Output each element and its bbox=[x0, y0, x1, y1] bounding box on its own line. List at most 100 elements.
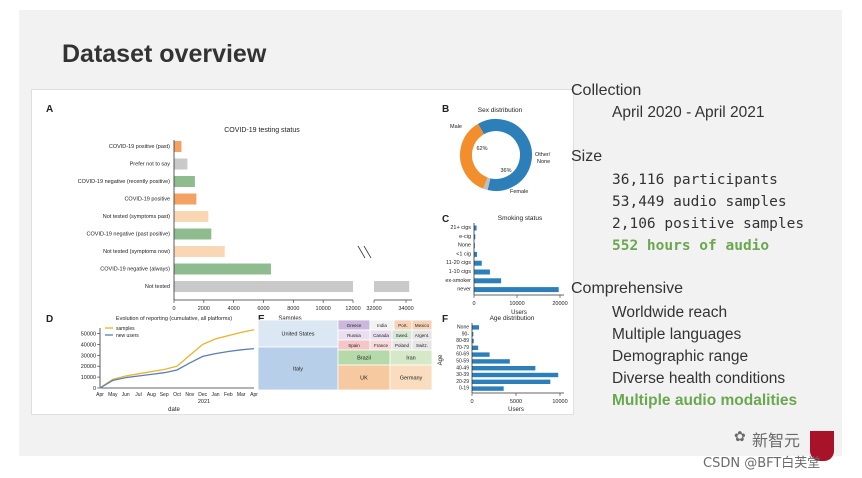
collection-dates: April 2020 - April 2021 bbox=[612, 104, 765, 121]
panel-e-cell-label: Russia bbox=[347, 333, 361, 338]
panel-c-category-label: 11-20 cigs bbox=[446, 260, 471, 266]
panel-a-bar bbox=[174, 281, 353, 292]
panel-d-letter: D bbox=[46, 314, 53, 325]
wechat-watermark: 新智元 bbox=[752, 431, 801, 450]
panel-a-category-label: COVID-19 positive bbox=[124, 197, 170, 203]
panel-a-category-label: COVID-19 negative (recently positive) bbox=[78, 179, 170, 185]
panel-a-bar bbox=[174, 158, 188, 170]
panel-a-x-label: Samples bbox=[278, 316, 301, 322]
panel-c-category-label: 1-10 cigs bbox=[449, 269, 472, 275]
panel-e-cell-label: Brazil bbox=[357, 356, 371, 362]
panel-c-category-label: e-cig bbox=[459, 234, 471, 240]
panel-c-tick-label: 0 bbox=[472, 301, 475, 307]
panel-f-category-label: 60-69 bbox=[456, 352, 469, 358]
panel-f-bar bbox=[472, 359, 510, 364]
panel-e-cell-label: Poland bbox=[395, 343, 410, 348]
panel-e-cell-label: Iran bbox=[406, 356, 415, 362]
panel-d-x-tick-label: Dec bbox=[198, 392, 207, 398]
panel-a-bar bbox=[174, 211, 209, 222]
panel-c-category-label: None bbox=[458, 243, 471, 249]
panel-e-cell bbox=[389, 364, 433, 391]
wechat-icon: ✿ bbox=[734, 429, 746, 445]
panel-c-title: Smoking status bbox=[498, 215, 543, 222]
panel-c-bar bbox=[474, 260, 482, 266]
panel-c-bar bbox=[474, 225, 477, 231]
panel-f-letter: F bbox=[442, 314, 448, 325]
panel-c-bar bbox=[474, 287, 559, 293]
panel-b-label-male: Male bbox=[450, 124, 462, 130]
panel-d-x-tick-label: Mar bbox=[237, 392, 246, 398]
panel-e-cell-label: Argent. bbox=[415, 333, 430, 338]
panel-e-cell-label: Italy bbox=[293, 367, 303, 373]
panel-d-samples-line bbox=[99, 329, 255, 389]
panel-a-category-label: COVID-19 negative (always) bbox=[100, 267, 170, 273]
panel-b-pct-male: 62% bbox=[476, 146, 487, 152]
panel-e-cell-label: Germany bbox=[400, 376, 423, 382]
panel-a-tick-label: 10000 bbox=[316, 306, 331, 312]
panel-a-bar bbox=[174, 246, 225, 257]
panel-b-label-other-2: None bbox=[537, 159, 550, 165]
collection-heading: Collection bbox=[571, 82, 642, 99]
panel-f-category-label: 70-79 bbox=[456, 345, 469, 351]
panel-a-break-mark bbox=[363, 245, 372, 259]
panel-a-tick-label: 6000 bbox=[257, 306, 269, 312]
panel-c-bar bbox=[474, 234, 476, 240]
panel-d-y-tick-label: 30000 bbox=[81, 353, 96, 359]
panel-a-bar-broken bbox=[374, 281, 410, 292]
panel-f-bar bbox=[472, 386, 504, 391]
panel-d-legend-users: new users bbox=[116, 333, 139, 339]
panel-d-legend-samples: samples bbox=[116, 326, 135, 332]
panel-c-bar bbox=[474, 243, 475, 249]
panel-f-bar bbox=[472, 338, 474, 344]
panel-c-bar bbox=[474, 251, 478, 257]
panel-f-category-label: None bbox=[457, 325, 469, 331]
panel-e-cell-label: United States bbox=[281, 332, 314, 338]
panel-a-tick-label: 8000 bbox=[287, 306, 299, 312]
panel-f-tick-label: 0 bbox=[470, 399, 473, 405]
panel-a-category-label: Prefer not to say bbox=[130, 162, 171, 168]
panel-f-bar bbox=[472, 366, 536, 371]
panel-b-label-other: Other/ bbox=[535, 152, 551, 158]
panel-d-users-line bbox=[99, 347, 255, 389]
panel-b-letter: B bbox=[442, 104, 449, 115]
slide: Dataset overview A COVID-19 testing statu… bbox=[19, 10, 842, 456]
panel-f-bar bbox=[472, 372, 559, 378]
panel-d-x-tick-label: Jul bbox=[135, 392, 141, 398]
panel-f-category-label: 0-19 bbox=[459, 386, 469, 392]
panel-d-x-tick-label: Nov bbox=[185, 392, 194, 398]
panel-d-x-tick-label: Jun bbox=[122, 392, 130, 398]
panel-d-x-tick-label: May bbox=[108, 392, 118, 398]
panel-e-cell bbox=[257, 346, 339, 391]
panel-c-bar bbox=[474, 269, 490, 275]
panel-b-label-female: Female bbox=[510, 189, 528, 195]
panel-a-letter: A bbox=[46, 104, 53, 115]
figure-canvas: A COVID-19 testing status COVID-19 positiv… bbox=[46, 104, 568, 413]
panel-d-x-tick-label: Apr bbox=[96, 392, 104, 398]
panel-f-bar bbox=[472, 332, 474, 337]
panel-e-cell-label: Spain bbox=[348, 343, 360, 348]
panel-e-cell bbox=[257, 319, 339, 348]
size-hours-highlight: 552 hours of audio bbox=[612, 238, 770, 254]
comprehensive-demographic: Demographic range bbox=[612, 348, 749, 365]
panel-a-tick-label: 34000 bbox=[398, 306, 413, 312]
panel-a-bar bbox=[174, 141, 182, 152]
comprehensive-health: Diverse health conditions bbox=[612, 370, 786, 387]
panel-c-tick-label: 10000 bbox=[509, 301, 524, 307]
panel-d-y-tick-label: 50000 bbox=[81, 331, 96, 337]
panel-a-break-mark bbox=[357, 245, 366, 259]
panel-f-bar bbox=[472, 352, 490, 357]
panel-b-slice bbox=[460, 119, 532, 192]
comprehensive-languages: Multiple languages bbox=[612, 326, 742, 343]
panel-f-y-label: Age bbox=[438, 354, 444, 365]
panel-d-x-tick-label: Sep bbox=[160, 392, 169, 398]
panel-f-category-label: 80-89 bbox=[456, 338, 469, 344]
panel-a-category-label: Not tested (symptoms past) bbox=[103, 214, 170, 220]
panel-d-title: Evolution of reporting (cumulative, all … bbox=[116, 316, 232, 322]
size-positive-samples: 2,106 positive samples bbox=[612, 216, 805, 232]
panel-c-bar bbox=[474, 278, 502, 284]
panel-d-year-label: 2021 bbox=[198, 399, 210, 405]
panel-a-bar bbox=[174, 176, 195, 187]
panel-d-x-tick-label: Aug bbox=[147, 392, 156, 398]
panel-e-cell-label: Canada bbox=[373, 333, 389, 338]
panel-b-title: Sex distribution bbox=[478, 107, 523, 114]
